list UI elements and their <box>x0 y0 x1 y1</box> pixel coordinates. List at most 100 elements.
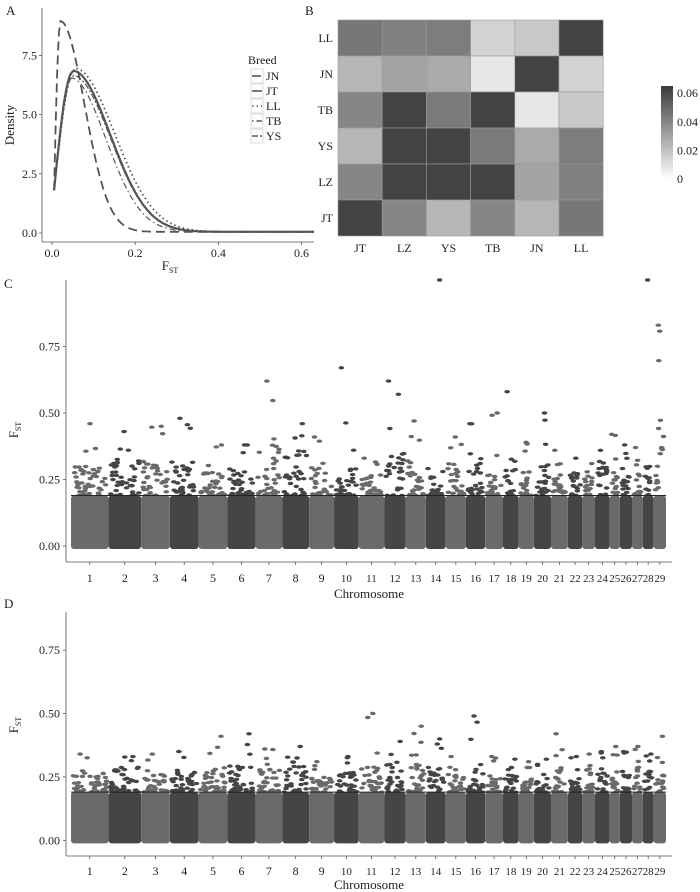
panel-label-b: B <box>305 3 314 18</box>
snp-point <box>75 789 82 794</box>
snp-point <box>445 490 452 494</box>
chromosome-27-points <box>631 744 643 844</box>
legend-key-box <box>250 68 264 84</box>
snp-point <box>385 778 392 782</box>
chromosome-25-points <box>608 432 621 550</box>
snp-point <box>173 783 179 788</box>
snp-peak-point <box>494 411 501 415</box>
snp-peak-point <box>176 749 182 754</box>
snp-point <box>554 785 561 789</box>
snp-point <box>75 784 81 788</box>
chromosome-18-points <box>502 390 519 550</box>
snp-point <box>505 773 512 777</box>
chromosome-7-points <box>255 747 283 844</box>
chromosome-point-band <box>632 792 643 844</box>
snp-point <box>573 485 579 489</box>
snp-point <box>474 466 481 471</box>
snp-point <box>123 481 130 485</box>
snp-point <box>540 772 547 777</box>
snp-peak-point <box>621 443 628 447</box>
snp-point <box>238 474 244 478</box>
snp-point <box>389 770 395 774</box>
snp-point <box>275 783 281 787</box>
chromosome-22-points <box>567 456 583 550</box>
heatmap-x-label: TB <box>485 241 500 255</box>
chromosome-29-points <box>653 734 667 844</box>
chromosome-label-2: 2 <box>122 571 128 585</box>
snp-peak-point <box>524 442 530 446</box>
snp-peak-point <box>84 756 90 760</box>
snp-point <box>587 772 594 777</box>
snp-peak-point <box>587 763 593 768</box>
chromosome-point-band <box>384 792 406 844</box>
snp-point <box>405 459 411 463</box>
chromosome-point-band <box>405 495 426 550</box>
chromosome-point-band <box>227 792 256 844</box>
snp-point <box>270 466 277 471</box>
snp-point <box>293 771 299 775</box>
snp-peak-point <box>659 734 666 738</box>
snp-point <box>79 481 85 485</box>
snp-point <box>209 470 216 475</box>
snp-point <box>643 487 649 491</box>
snp-peak-point <box>411 419 417 423</box>
snp-point <box>625 486 631 491</box>
snp-point <box>324 781 331 785</box>
snp-point <box>439 777 446 782</box>
snp-point <box>228 779 234 783</box>
snp-point <box>298 487 304 492</box>
snp-point <box>620 487 626 491</box>
chromosome-14-points <box>425 737 447 844</box>
snp-point <box>284 783 290 788</box>
snp-point <box>308 466 315 470</box>
snp-point <box>527 782 534 787</box>
snp-point <box>256 450 263 454</box>
snp-point <box>654 464 661 468</box>
panel-a-density-plot: 0.0 0.2 0.4 0.6 0.0 2.5 5.0 7.5 Density FST Bre… <box>2 8 314 275</box>
snp-point <box>261 779 268 784</box>
snp-point <box>112 465 118 469</box>
snp-point <box>623 484 629 488</box>
snp-point <box>87 774 93 778</box>
snp-point <box>328 484 335 489</box>
snp-point <box>471 782 477 786</box>
snp-peak-point <box>144 769 151 773</box>
chromosome-label-1: 1 <box>87 864 93 878</box>
chromosome-label-29: 29 <box>654 573 666 585</box>
snp-point <box>276 447 282 451</box>
snp-point <box>337 488 344 492</box>
snp-point <box>626 475 632 479</box>
snp-peak-point <box>504 390 510 394</box>
snp-peak-point <box>264 379 270 383</box>
chromosome-point-band <box>358 792 385 844</box>
snp-point <box>179 464 186 468</box>
panel-d-y-label: FST <box>6 717 23 734</box>
snp-point <box>383 474 390 478</box>
snp-point <box>150 463 157 467</box>
snp-point <box>178 777 184 781</box>
panel-c-manhattan: 1 2 3 4 5 6 7 8 9 10 11 12 13 14 15 16 17 18 19 20 21 22 23 24 2… <box>6 278 672 601</box>
snp-point <box>115 787 121 792</box>
snp-point <box>217 486 223 490</box>
snp-point <box>189 460 196 464</box>
chromosome-point-band <box>582 792 595 844</box>
snp-point <box>154 478 160 482</box>
chromosome-point-band <box>445 495 466 550</box>
chromosome-point-band <box>425 792 446 844</box>
snp-point <box>642 788 648 792</box>
chromosome-19-points <box>518 440 535 550</box>
snp-point <box>472 778 478 782</box>
snp-point <box>522 786 529 790</box>
heatmap-cell-jt-tb <box>470 199 516 237</box>
snp-point <box>95 469 101 474</box>
snp-point <box>405 789 412 793</box>
chromosome-label-3: 3 <box>152 864 158 878</box>
snp-point <box>375 488 382 493</box>
snp-point <box>460 787 467 791</box>
snp-point <box>502 475 509 479</box>
chromosome-point-band <box>642 495 654 550</box>
chromosome-point-band <box>567 792 583 844</box>
heatmap-cell-jt-ys <box>426 199 471 237</box>
snp-point <box>111 461 117 465</box>
heatmap-cell-ys-lz <box>381 127 427 165</box>
